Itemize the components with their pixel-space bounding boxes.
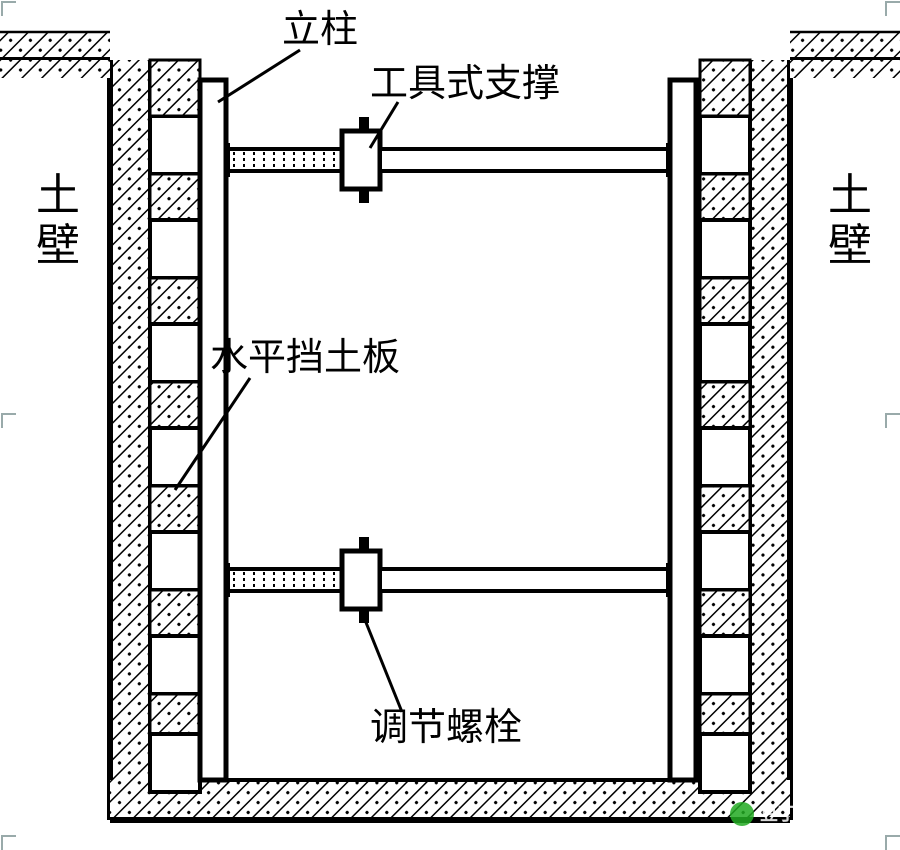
diagram-canvas: 立柱工具式支撑水平挡土板调节螺栓土壁土壁豆丁施工 bbox=[0, 0, 900, 850]
label-soil-wall: 壁 bbox=[36, 221, 80, 270]
label-soil-wall: 壁 bbox=[828, 221, 872, 270]
vertical-post bbox=[670, 80, 696, 780]
retaining-board bbox=[150, 324, 200, 382]
label-board: 水平挡土板 bbox=[210, 337, 400, 379]
retaining-board bbox=[700, 734, 750, 792]
retaining-board bbox=[150, 734, 200, 792]
svg-text:豆丁施工: 豆丁施工 bbox=[760, 803, 832, 824]
label-bolt: 调节螺栓 bbox=[370, 707, 522, 749]
label-post: 立柱 bbox=[282, 9, 358, 51]
tool-strut bbox=[380, 569, 670, 591]
label-soil-wall: 土 bbox=[828, 171, 872, 220]
retaining-board bbox=[700, 116, 750, 174]
watermark: 豆丁施工 bbox=[730, 802, 832, 826]
retaining-board bbox=[150, 428, 200, 486]
adjust-bolt bbox=[342, 551, 380, 609]
retaining-board bbox=[700, 220, 750, 278]
retaining-board bbox=[150, 532, 200, 590]
tool-strut bbox=[380, 149, 670, 171]
retaining-board bbox=[700, 532, 750, 590]
retaining-board bbox=[150, 636, 200, 694]
vertical-post bbox=[200, 80, 226, 780]
retaining-board bbox=[150, 220, 200, 278]
retaining-board bbox=[700, 428, 750, 486]
retaining-board bbox=[700, 636, 750, 694]
diagram-svg: 立柱工具式支撑水平挡土板调节螺栓土壁土壁豆丁施工 bbox=[0, 0, 900, 850]
retaining-board bbox=[150, 116, 200, 174]
retaining-board bbox=[700, 324, 750, 382]
label-strut: 工具式支撑 bbox=[370, 63, 560, 105]
label-soil-wall: 土 bbox=[36, 171, 80, 220]
